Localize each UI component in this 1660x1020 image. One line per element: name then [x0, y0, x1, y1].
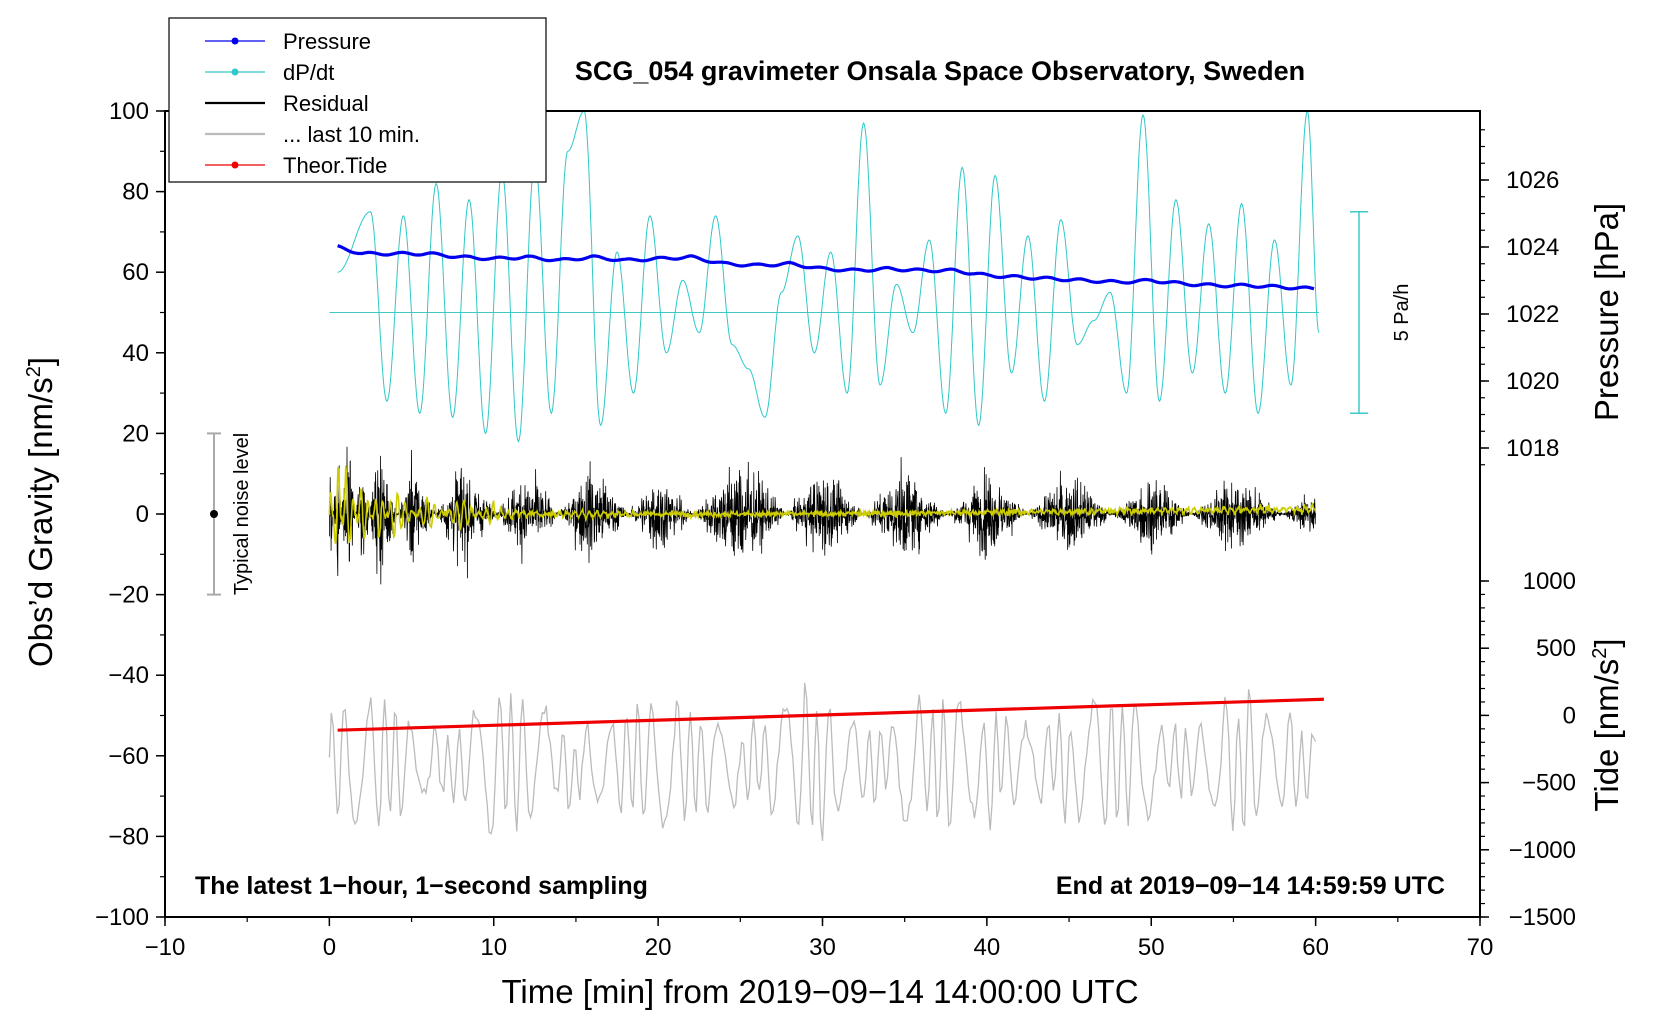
annotations-group: Typical noise level 5 Pa/h	[207, 211, 1413, 596]
y-axis-left-title: Obs’d Gravity [nm/s2]	[22, 357, 59, 667]
y-axis-left-ticks: 100 80 60 40 20 0 −20 −40 −60 −80 −100	[95, 98, 165, 931]
x-tick-label: 0	[323, 934, 336, 961]
y-tick-label: −20	[108, 582, 149, 609]
y-tick-label: 40	[122, 340, 149, 367]
y-tick-label: 20	[122, 420, 149, 447]
legend-swatch-dot	[231, 68, 239, 76]
legend-swatch-dot	[231, 37, 239, 45]
dpdt-scale-label: 5 Pa/h	[1391, 284, 1413, 342]
y-tick-label: 100	[109, 98, 149, 125]
y-axis-left-title-sup: 2	[23, 366, 45, 377]
tide-tick-label: −500	[1522, 770, 1576, 797]
legend-label: Residual	[283, 91, 369, 116]
tide-series-group	[337, 697, 1324, 732]
tide-tick-label: 1000	[1523, 568, 1576, 595]
tide-tick-label: −1000	[1509, 837, 1576, 864]
legend-label: Pressure	[283, 29, 371, 54]
last-10-min-line	[328, 682, 1317, 841]
residual-mean-series-group	[328, 465, 1317, 544]
tide-axis-title-text: Tide [nm/s	[1588, 659, 1625, 812]
noise-level-label: Typical noise level	[231, 433, 253, 595]
legend: Pressure dP/dt Residual ... last 10 min. The…	[168, 17, 547, 183]
x-tick-label: 70	[1467, 934, 1494, 961]
x-tick-label: −10	[145, 934, 186, 961]
x-tick-label: 20	[645, 934, 672, 961]
x-tick-label: 60	[1302, 934, 1329, 961]
x-tick-label: 40	[974, 934, 1001, 961]
tide-axis-ticks: 1000 500 0 −500 −1000 −1500	[1480, 568, 1576, 931]
x-axis-ticks: −10 0 10 20 30 40 50 60 70	[145, 917, 1494, 961]
noise-bar-dot	[210, 510, 218, 518]
legend-label: ... last 10 min.	[283, 122, 420, 147]
legend-box	[168, 17, 547, 183]
tide-tick-label: −1500	[1509, 904, 1576, 931]
pressure-tick-label: 1026	[1506, 167, 1559, 194]
x-tick-label: 50	[1138, 934, 1165, 961]
pressure-line	[337, 244, 1315, 291]
y-tick-label: 60	[122, 259, 149, 286]
chart-title: SCG_054 gravimeter Onsala Space Observat…	[575, 56, 1305, 86]
bottom-right-annotation: End at 2019−09−14 14:59:59 UTC	[1056, 872, 1445, 900]
theor-tide-line	[337, 697, 1324, 732]
pressure-axis-title: Pressure [hPa]	[1588, 203, 1625, 421]
tide-axis-title: Tide [nm/s2]	[1588, 638, 1625, 811]
tide-tick-label: 500	[1536, 635, 1576, 662]
x-axis-title: Time [min] from 2019−09−14 14:00:00 UTC	[501, 973, 1138, 1010]
y-tick-label: 80	[122, 179, 149, 206]
bottom-left-annotation: The latest 1−hour, 1−second sampling	[195, 872, 648, 900]
y-tick-label: 0	[136, 501, 149, 528]
y-tick-label: −60	[108, 743, 149, 770]
residual-series-group	[329, 446, 1316, 585]
residual-line	[329, 446, 1316, 585]
y-axis-left-title-text: Obs’d Gravity [nm/s	[22, 377, 59, 667]
pressure-axis-ticks: 1026 1024 1022 1020 1018	[1480, 129, 1559, 466]
pressure-tick-label: 1022	[1506, 301, 1559, 328]
y-tick-label: −40	[108, 662, 149, 689]
legend-label: dP/dt	[283, 60, 334, 85]
pressure-tick-label: 1020	[1506, 368, 1559, 395]
tide-axis-title-close: ]	[1588, 638, 1625, 647]
tide-tick-label: 0	[1563, 702, 1576, 729]
pressure-tick-label: 1024	[1506, 234, 1559, 261]
y-tick-label: −80	[108, 823, 149, 850]
pressure-series-group	[337, 244, 1315, 291]
last-10-min-series-group	[328, 682, 1317, 841]
pressure-tick-label: 1018	[1506, 435, 1559, 462]
x-tick-label: 10	[480, 934, 507, 961]
residual-mean-line	[328, 465, 1317, 544]
legend-swatch-dot	[231, 161, 239, 169]
y-axis-left-title-close: ]	[22, 357, 59, 366]
x-tick-label: 30	[809, 934, 836, 961]
tide-axis-title-sup: 2	[1589, 648, 1611, 659]
legend-entries: Pressure dP/dt Residual ... last 10 min. The…	[205, 29, 420, 178]
y-tick-label: −100	[95, 904, 149, 931]
legend-label: Theor.Tide	[283, 153, 387, 178]
